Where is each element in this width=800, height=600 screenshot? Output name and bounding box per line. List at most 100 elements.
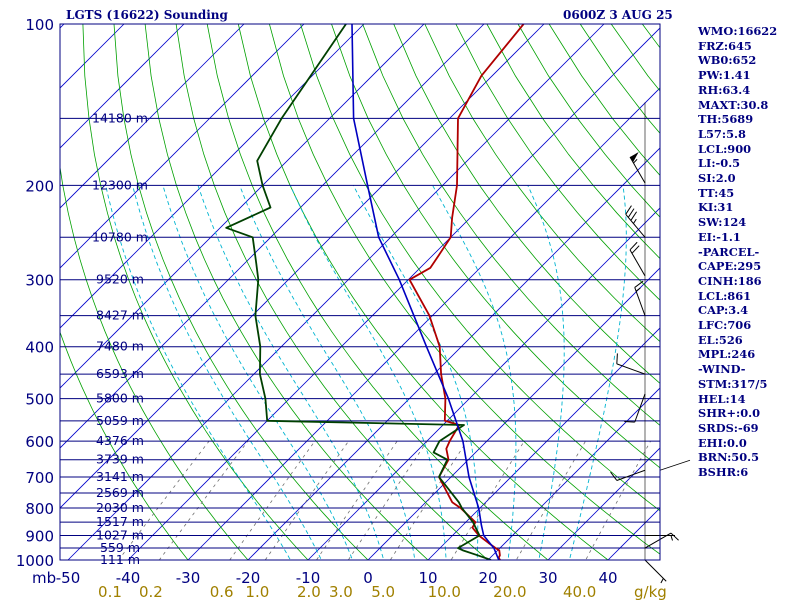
wind-barb-half-flag (635, 287, 641, 292)
sounding-index-item: -PARCEL- (698, 244, 760, 259)
wind-barb-flag (610, 471, 618, 481)
wind-barb-flag (629, 241, 638, 251)
mixing-ratio-label: 10.0 (428, 583, 461, 600)
isotherm-line (60, 24, 425, 389)
pressure-tick-label: 900 (25, 527, 54, 545)
moist-adiabat-line (162, 185, 353, 560)
pressure-tick-label: 500 (25, 391, 54, 409)
wind-barb (629, 241, 646, 277)
pressure-tick-label: 200 (25, 177, 54, 195)
wind-barb-flag (634, 280, 644, 288)
wind-barb-staff (634, 393, 646, 423)
height-label: 559 m (100, 540, 140, 555)
dry-adiabat-line (455, 24, 660, 301)
height-label: 7480 m (96, 339, 144, 354)
sounding-index-item: MAXT:30.8 (698, 97, 769, 112)
sounding-index-item: CAP:3.4 (698, 303, 749, 318)
isotherm-line (307, 207, 660, 560)
mixing-ratio-line (264, 440, 349, 560)
pressure-tick-label: 100 (25, 16, 54, 34)
mixing-ratio-label: 0.1 (98, 583, 122, 600)
dry-adiabat-line (237, 24, 609, 560)
moist-adiabat-line (132, 185, 322, 560)
pressure-tick-label: 400 (25, 339, 54, 357)
mixing-ratio-unit-label: g/kg (634, 583, 667, 600)
sounding-index-item: RH:63.4 (698, 82, 751, 97)
sounding-index-item: TT:45 (698, 185, 735, 200)
plot-background (60, 24, 660, 560)
sounding-index-item: EI:-1.1 (698, 229, 741, 244)
wind-barb (624, 393, 646, 423)
isotherm-line (547, 447, 660, 560)
parcel-profile (351, 24, 501, 560)
wind-barb-staff (629, 249, 646, 277)
sounding-index-item: SW:124 (698, 215, 747, 230)
height-label: 4376 m (96, 433, 144, 448)
wind-barb-staff (625, 213, 646, 238)
dewpoint-profile (225, 24, 492, 560)
wind-barb-staff (634, 287, 646, 316)
dry-adiabat-line (175, 24, 489, 560)
plot-frame (59, 23, 661, 561)
wind-barb-pennant (630, 152, 639, 163)
temperature-tick-label: 40 (598, 569, 617, 587)
isotherm-line (187, 87, 660, 560)
mixing-ratio-label: 1.0 (245, 583, 269, 600)
moist-adiabat-line (197, 185, 385, 560)
mixing-ratio-line (585, 440, 651, 560)
sounding-index-item: STM:317/5 (698, 376, 768, 391)
mixing-ratio-label: 0.6 (210, 583, 234, 600)
wind-barb-half-flag (670, 535, 673, 541)
sounding-index-item: SRDS:-69 (698, 420, 759, 435)
moist-adiabat-line (352, 185, 479, 560)
wind-barb-flag (630, 211, 638, 221)
temperature-tick-label: -50 (56, 569, 81, 587)
sounding-index-item: TH:5689 (698, 112, 754, 127)
sounding-index-item: LI:-0.5 (698, 156, 741, 171)
sounding-index-item: HEL:14 (698, 391, 746, 406)
isotherm-line (60, 24, 365, 329)
wind-barb-flag (625, 205, 632, 215)
mixing-ratio-label: 3.0 (329, 583, 353, 600)
isotherm-line (427, 327, 660, 560)
wind-barb-half-flag (633, 218, 637, 224)
mixing-ratio-label: 20.0 (493, 583, 526, 600)
mixing-ratio-label: 40.0 (563, 583, 596, 600)
height-label: 5059 m (96, 413, 144, 428)
sounding-index-item: L57:5.8 (698, 126, 746, 141)
moist-adiabat-line (569, 185, 627, 560)
temperature-tick-label: -40 (116, 569, 141, 587)
wind-barb-half-flag (633, 158, 638, 164)
pressure-tick-label: 300 (25, 272, 54, 290)
height-label: 5800 m (96, 391, 144, 406)
pressure-tick-label: 600 (25, 433, 54, 451)
sounding-index-item: BSHR:6 (698, 465, 749, 480)
sounding-index-item: FRZ:645 (698, 38, 752, 53)
sounding-index-item: LFC:706 (698, 318, 752, 333)
station-title: LGTS (16622) Sounding (66, 8, 228, 22)
sounding-index-item: SI:2.0 (698, 171, 736, 186)
temperature-tick-label: 30 (538, 569, 557, 587)
dry-adiabat-line (206, 24, 549, 560)
sounding-index-item: CINH:186 (698, 273, 762, 288)
moist-adiabat-line (432, 185, 517, 560)
height-label: 6593 m (96, 366, 144, 381)
isotherm-line (60, 24, 545, 509)
height-label: 14180 m (92, 110, 148, 125)
height-label: 12300 m (92, 177, 148, 192)
height-label: 3739 m (96, 452, 144, 467)
sounding-index-item: EL:526 (698, 332, 743, 347)
isotherm-line (60, 24, 245, 209)
height-label: 2030 m (96, 500, 144, 515)
isotherm-line (247, 147, 660, 560)
sounding-index-item: WB0:652 (698, 53, 757, 68)
sounding-index-item: CAPE:295 (698, 259, 762, 274)
height-label: 8427 m (96, 308, 144, 323)
height-label: 10780 m (92, 229, 148, 244)
sounding-index-item: KI:31 (698, 200, 734, 215)
dry-adiabat-line (424, 24, 660, 343)
mixing-ratio-line (158, 440, 249, 560)
temperature-profile (408, 24, 525, 560)
wind-barb (634, 280, 646, 316)
